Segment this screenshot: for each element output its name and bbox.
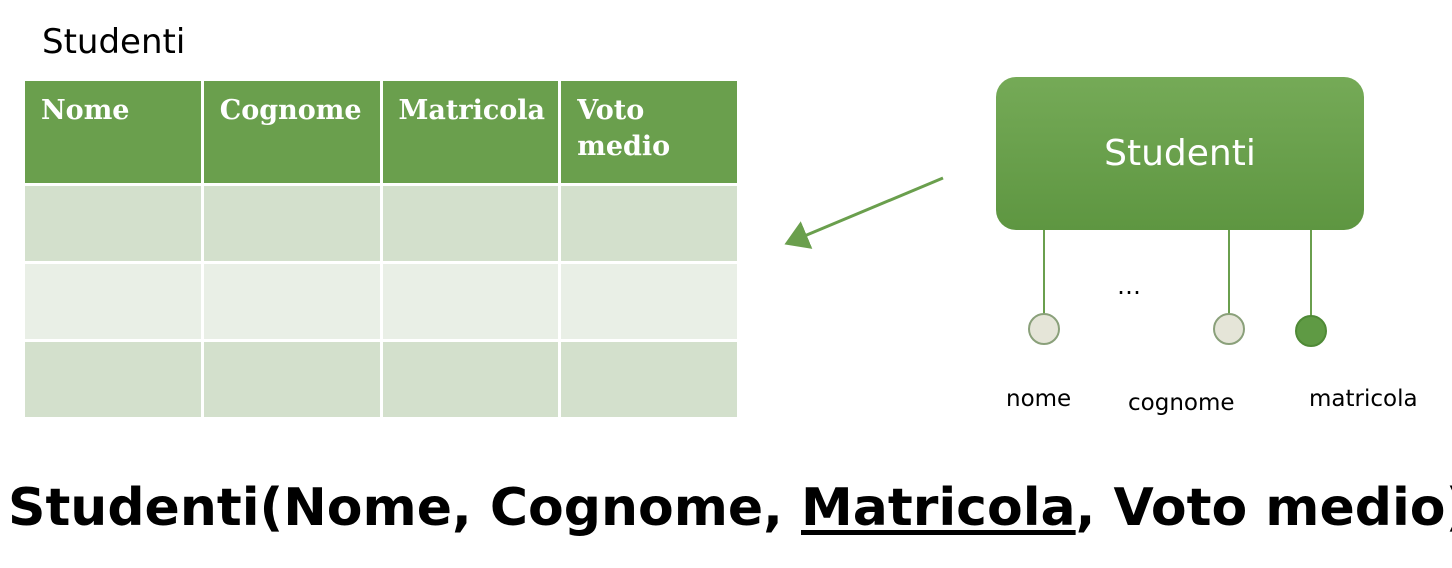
column-header-matricola: Matricola [379, 78, 562, 186]
entity-box: Studenti [996, 77, 1364, 230]
attribute-label-matricola: matricola [1309, 386, 1418, 412]
mapping-arrow [784, 176, 944, 249]
key-attribute-circle-matricola [1295, 315, 1327, 347]
table-cell [200, 339, 383, 420]
column-header-nome: Nome [22, 78, 204, 186]
table-cell [22, 261, 204, 342]
table-cell [200, 183, 383, 264]
attribute-label-cognome: cognome [1128, 390, 1235, 416]
table-cell [200, 261, 383, 342]
table-cell [22, 339, 204, 420]
table-header-row: Nome Cognome Matricola Voto medio [22, 78, 740, 186]
schema-suffix: , Voto medio) [1075, 478, 1452, 538]
entity-label: Studenti [1104, 133, 1256, 174]
column-header-voto-medio: Voto medio [558, 78, 740, 186]
column-header-cognome: Cognome [200, 78, 383, 186]
schema-prefix: Studenti(Nome, Cognome, [8, 478, 801, 538]
table-title: Studenti [42, 22, 186, 62]
attribute-circle-cognome [1213, 313, 1245, 345]
table-cell [558, 261, 740, 342]
more-attributes-ellipsis: … [1117, 272, 1141, 300]
students-table: Nome Cognome Matricola Voto medio [22, 78, 740, 420]
attribute-label-nome: nome [1006, 386, 1072, 412]
table-cell [379, 339, 562, 420]
table-cell [558, 339, 740, 420]
table-cell [22, 183, 204, 264]
attribute-circle-nome [1028, 313, 1060, 345]
table-row [22, 261, 740, 342]
table-row [22, 339, 740, 420]
table-cell [379, 183, 562, 264]
table-row [22, 183, 740, 264]
table-cell [379, 261, 562, 342]
schema-primary-key: Matricola [801, 478, 1076, 538]
relational-schema: Studenti(Nome, Cognome, Matricola, Voto … [8, 478, 1452, 538]
table-cell [558, 183, 740, 264]
